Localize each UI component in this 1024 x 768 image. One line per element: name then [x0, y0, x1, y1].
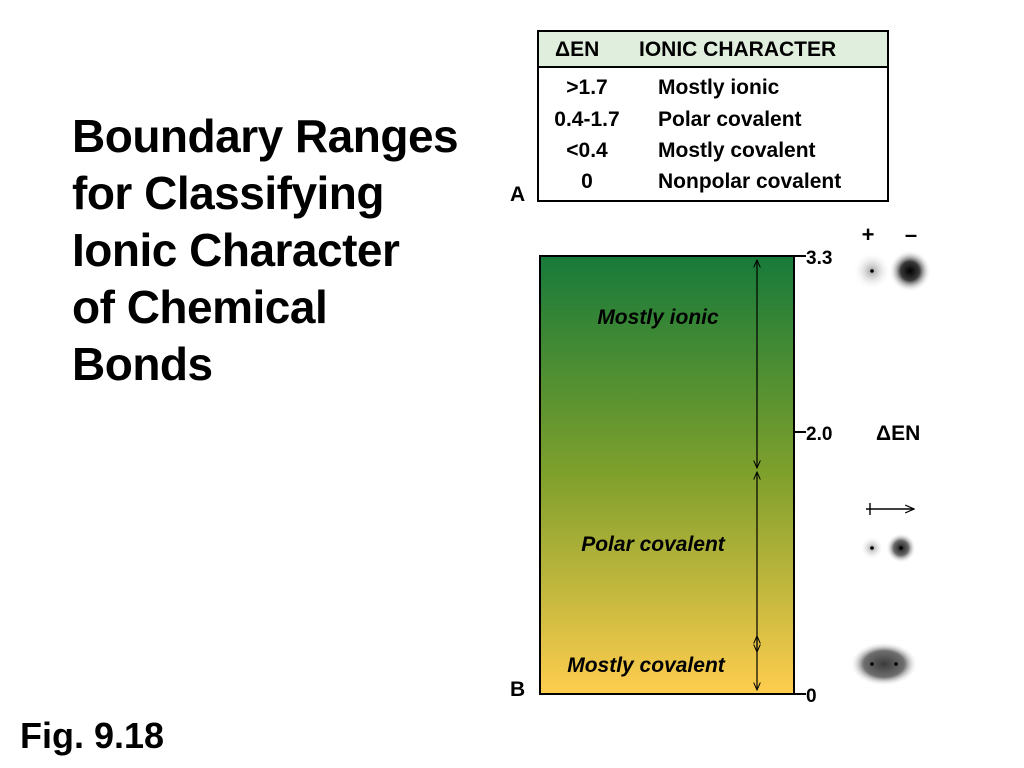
- tick-label: 0: [806, 686, 817, 707]
- row-character: Polar covalent: [658, 108, 802, 131]
- header-ionic-character: IONIC CHARACTER: [639, 38, 837, 61]
- title-line: Boundary Ranges: [72, 110, 459, 162]
- plus-sign: +: [862, 222, 875, 247]
- row-character: Nonpolar covalent: [658, 170, 842, 193]
- row-range: <0.4: [566, 139, 608, 162]
- header-delta-en: ΔEN: [555, 38, 600, 61]
- slide-title: Boundary Ranges for Classifying Ionic Ch…: [72, 108, 459, 393]
- panel-label-a: A: [510, 183, 526, 206]
- ionic-bond-cloud-icon: [853, 250, 931, 292]
- minus-sign: –: [905, 222, 917, 247]
- scale-bar: [539, 255, 795, 695]
- row-character: Mostly ionic: [658, 76, 780, 99]
- axis-label-delta-en: ΔEN: [876, 422, 920, 445]
- title-line: Bonds: [72, 338, 213, 390]
- figure-label: Fig. 9.18: [20, 715, 165, 756]
- covalent-bond-cloud-icon: [850, 642, 918, 686]
- region-label-polar-covalent: Polar covalent: [581, 533, 726, 556]
- table-header: ΔEN IONIC CHARACTER: [539, 32, 887, 68]
- title-line: of Chemical: [72, 281, 328, 333]
- ionic-character-table: ΔEN IONIC CHARACTER >1.7 Mostly ionic 0.…: [537, 30, 889, 202]
- row-range: 0.4-1.7: [554, 108, 620, 131]
- row-character: Mostly covalent: [658, 139, 816, 162]
- panel-label-b: B: [510, 678, 526, 701]
- title-line: for Classifying: [72, 167, 385, 219]
- tick-label: 3.3: [806, 248, 832, 269]
- row-range: 0: [581, 170, 593, 193]
- polar-bond-cloud-icon: [860, 533, 916, 563]
- region-label-mostly-ionic: Mostly ionic: [597, 306, 719, 329]
- tick-label: 2.0: [806, 424, 832, 445]
- title-line: Ionic Character: [72, 224, 400, 276]
- row-range: >1.7: [566, 76, 608, 99]
- region-label-mostly-covalent: Mostly covalent: [567, 654, 726, 677]
